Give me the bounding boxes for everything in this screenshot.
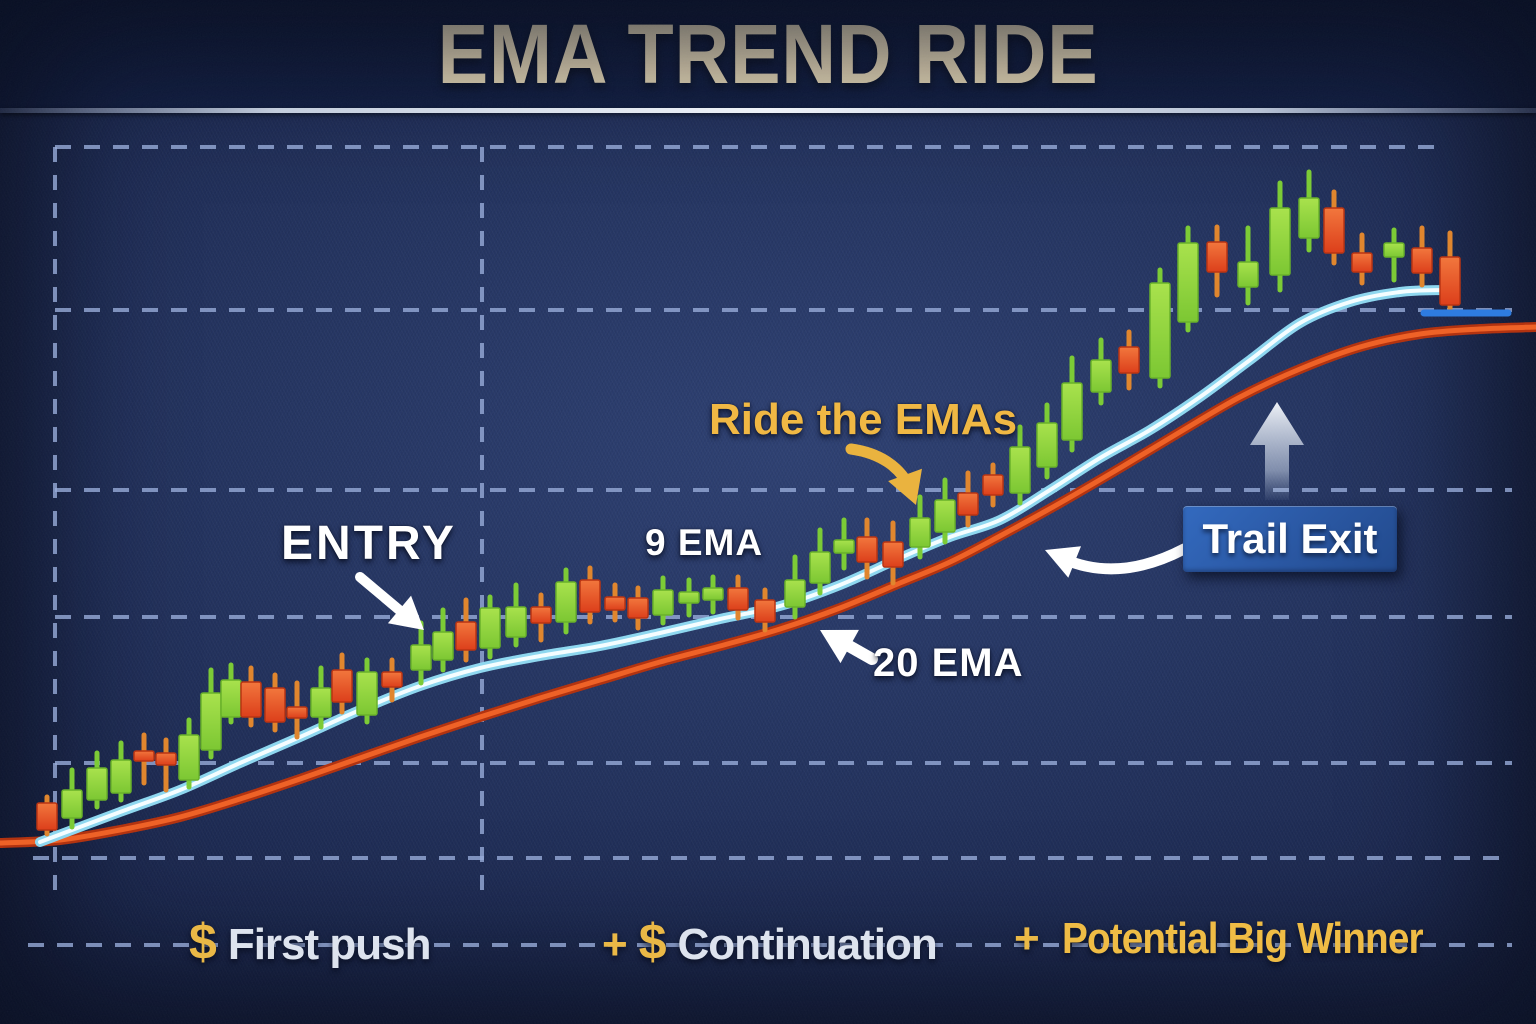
candle-body-bullish xyxy=(310,687,332,718)
candle-body-bullish xyxy=(934,499,956,533)
phase-first-push: $ First push xyxy=(178,917,431,967)
trail-exit-label: Trail Exit xyxy=(1202,515,1378,562)
candle-body-bearish xyxy=(36,802,58,831)
candle-body-bearish xyxy=(579,579,601,613)
candle-body-bearish xyxy=(1118,346,1140,374)
ride-the-emas-label: Ride the EMAs xyxy=(709,395,1018,444)
phase-continuation: + $ Continuation xyxy=(602,914,938,970)
candle-body-bullish xyxy=(1061,382,1083,441)
candle-body-bearish xyxy=(727,587,749,611)
trail-exit-arrow xyxy=(1058,543,1190,575)
candle-body-bearish xyxy=(882,541,904,568)
candle-body-bearish xyxy=(982,474,1004,496)
candle-body-bullish xyxy=(784,579,806,608)
candle-body-bullish xyxy=(61,789,83,819)
candle-body-bearish xyxy=(155,752,177,766)
candle-body-bullish xyxy=(86,767,108,801)
candle-body-bearish xyxy=(381,671,403,688)
phase-label: Continuation xyxy=(677,920,938,969)
ema20-label: 20 EMA xyxy=(873,641,1024,685)
candle-body-bullish xyxy=(1298,197,1320,239)
candle-body-bearish xyxy=(754,599,776,623)
candle-body-bullish xyxy=(809,551,831,584)
ema20-line-core xyxy=(0,324,1536,846)
candle-body-bullish xyxy=(1177,242,1199,323)
entry-arrow-head-icon xyxy=(387,595,424,630)
candle-body-bearish xyxy=(1206,241,1228,273)
candle-body-bullish xyxy=(702,587,724,601)
candle-body-bullish xyxy=(1036,422,1058,468)
candle-body-bearish xyxy=(1439,256,1461,306)
candle-body-bullish xyxy=(1090,359,1112,393)
plus-sign: + xyxy=(1014,914,1040,963)
trail-up-arrow-icon xyxy=(1250,402,1304,500)
entry-arrow xyxy=(355,572,409,619)
candle-body-bullish xyxy=(1149,282,1171,379)
candle-body-bullish xyxy=(555,581,577,623)
phase-potential-big-winner: + Potential Big Winner xyxy=(1014,917,1472,961)
candle-body-bullish xyxy=(1269,207,1291,276)
candle-body-bearish xyxy=(1323,207,1345,254)
candle-body-bearish xyxy=(1351,252,1373,273)
dollar-icon: $ xyxy=(189,914,217,970)
candle-body-bearish xyxy=(286,706,308,719)
candle-body-bearish xyxy=(604,596,626,611)
trail-exit-arrow-head-icon xyxy=(1045,546,1082,578)
candle-body-bullish xyxy=(652,589,674,616)
candle-body-bearish xyxy=(455,621,477,651)
candle-body-bullish xyxy=(410,644,432,671)
candle-body-bearish xyxy=(133,750,155,762)
candle-body-bearish xyxy=(1411,247,1433,274)
candle-body-bullish xyxy=(356,671,378,716)
dollar-icon: $ xyxy=(638,914,667,970)
ema9-label: 9 EMA xyxy=(645,522,764,563)
candle-body-bullish xyxy=(505,606,527,638)
ride-arrow-head-icon xyxy=(888,468,922,505)
phase-label: First push xyxy=(227,920,432,969)
candle-body-bullish xyxy=(200,692,222,751)
candle-body-bullish xyxy=(479,607,501,649)
phase-label: Potential Big Winner xyxy=(1061,914,1424,963)
candle-body-bullish xyxy=(833,539,855,554)
candle-body-bearish xyxy=(530,606,552,624)
ema20-arrow-head-icon xyxy=(820,629,859,664)
candle-body-bearish xyxy=(331,669,353,703)
candle-body-bullish xyxy=(432,631,454,661)
candle-body-bullish xyxy=(678,591,700,604)
candle-body-bearish xyxy=(264,687,286,723)
candle-body-bullish xyxy=(110,759,132,794)
candle-body-bullish xyxy=(1383,242,1405,258)
candle-body-bearish xyxy=(240,681,262,718)
candle-body-bearish xyxy=(856,536,878,563)
candle-body-bullish xyxy=(178,734,200,781)
entry-label: ENTRY xyxy=(281,517,457,570)
header-divider xyxy=(0,108,1536,113)
candle-body-bearish xyxy=(957,492,979,516)
candle-body-bearish xyxy=(627,597,649,619)
trail-exit-badge: Trail Exit xyxy=(1183,506,1397,572)
candle-body-bullish xyxy=(1009,446,1031,494)
candle-body-bullish xyxy=(220,679,242,718)
candle-body-bullish xyxy=(909,517,931,548)
plus-sign: + xyxy=(602,920,628,969)
candle-body-bullish xyxy=(1237,261,1259,288)
